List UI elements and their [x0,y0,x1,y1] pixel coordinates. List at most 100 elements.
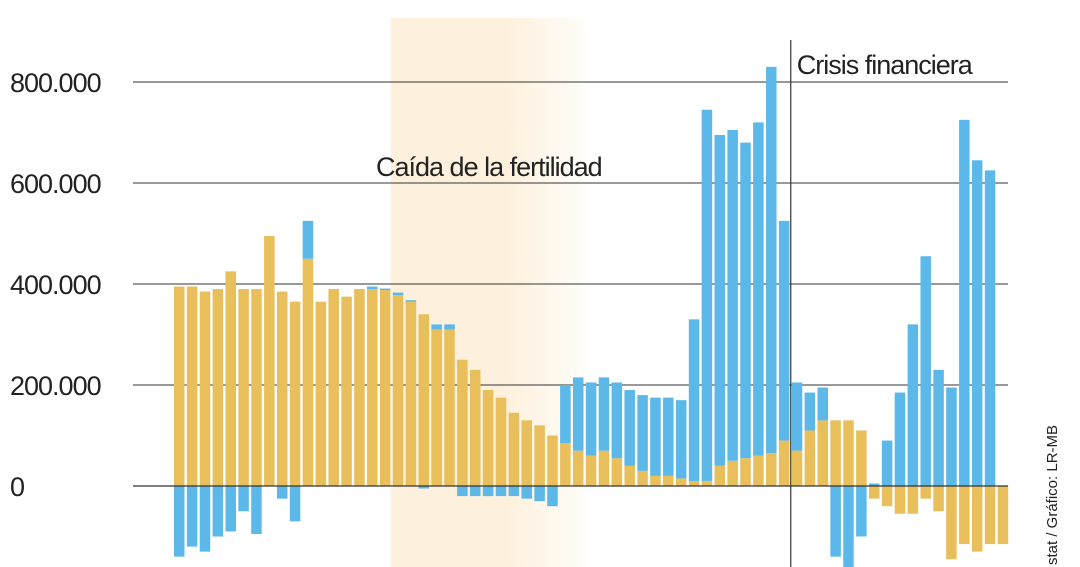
y-tick-label: 200.000 [10,371,101,401]
bar [174,486,185,557]
bar [482,486,494,497]
bar [251,289,262,486]
bar [714,465,726,486]
bar [457,486,468,497]
bar [444,324,455,330]
bar [856,486,867,537]
bar [843,486,854,567]
bar [534,486,545,502]
bar [830,420,841,486]
bar [843,420,854,486]
bar [675,478,687,486]
bar [701,109,713,481]
bar [971,486,983,552]
bar [714,135,726,466]
bar [727,460,738,486]
bar [766,66,777,454]
bar [791,382,803,451]
bar [907,486,919,514]
bar [598,450,610,486]
bar [302,258,314,486]
bar [521,486,532,499]
bar [186,286,198,486]
bar [585,455,597,486]
bar [663,397,674,476]
bar [315,301,327,486]
bar [457,359,468,486]
bar [392,295,404,486]
bar [894,392,906,486]
bar [560,385,571,444]
bar [804,392,816,431]
crisis-label: Crisis financiera [797,50,974,80]
bar [367,289,378,486]
bar [663,475,674,486]
bar [946,486,957,560]
bar [766,453,777,486]
bar [778,220,790,441]
bar [753,455,764,486]
bar [971,160,983,486]
bar [444,329,455,486]
bar [276,486,288,499]
bar [637,395,648,471]
bar [379,288,391,291]
bar [611,458,623,486]
bar [431,329,442,486]
bar [881,440,893,486]
bar [289,301,301,486]
bar [199,486,211,552]
annotation-lines [133,40,1008,567]
bar [920,486,931,499]
bar [238,486,249,512]
bar [572,377,584,451]
fertility-decline-label: Caída de la fertilidad [376,152,602,182]
bar [495,397,507,486]
bar [289,486,301,522]
bar [817,420,828,486]
bar [791,450,803,486]
bar [328,289,339,486]
bar [740,142,751,459]
bar [572,450,584,486]
bar [212,486,224,537]
bar [997,486,1009,545]
bar [470,369,481,486]
bar [727,129,738,461]
bar [881,486,893,507]
bar [984,486,996,545]
bar [276,291,288,486]
bar [856,430,867,486]
bar [920,256,931,486]
bar [225,486,236,532]
bar [894,486,906,514]
bar [778,440,790,486]
source-label: stat / Gráfico: LR-MB [1044,425,1061,565]
bar [431,324,442,330]
bar [521,420,532,486]
bar [341,296,352,486]
bar [302,220,314,259]
bar [392,292,404,296]
bar [868,483,880,486]
bar [984,170,996,486]
bar [637,470,648,486]
bar [186,486,198,547]
bar [959,486,970,545]
bar [688,480,700,486]
bar [508,486,520,497]
bar [251,486,262,534]
bar [367,286,378,290]
bar [611,382,623,459]
bar [534,425,545,486]
bar [868,486,880,499]
bar [547,486,558,507]
bar [598,377,610,451]
bar [675,400,687,479]
bar [482,390,494,486]
bar [830,486,841,557]
bar [547,435,558,486]
bar [264,236,275,486]
bar [753,122,764,456]
bar [650,475,661,486]
